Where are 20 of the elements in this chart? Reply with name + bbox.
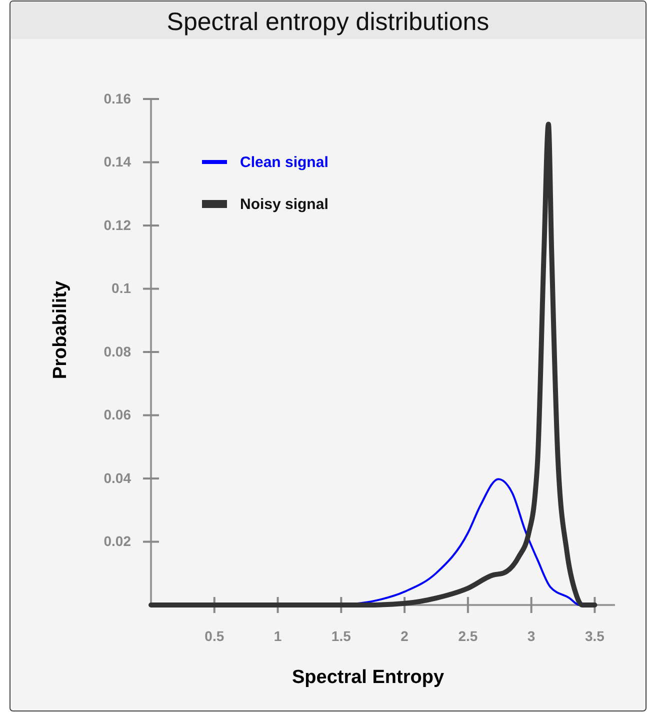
legend-label: Noisy signal [240,196,328,213]
y-tick-label: 0.02 [104,533,132,550]
legend-label: Clean signal [240,154,328,171]
x-tick-label: 0.5 [204,628,224,644]
chart-title: Spectral entropy distributions [166,8,490,36]
y-tick-label: 0.1 [112,280,132,296]
y-tick-label: 0.12 [104,216,132,233]
y-tick-label: 0.16 [104,90,132,106]
y-tick-label: 0.06 [104,406,132,423]
x-tick-label: 3.5 [584,628,605,644]
x-axis-title: Spectral Entropy [292,667,444,688]
x-tick-label: 3 [527,628,536,644]
x-tick-label: 2.5 [458,628,478,644]
x-tick-label: 1 [274,628,282,644]
y-tick-label: 0.08 [104,343,132,360]
y-tick-label: 0.14 [104,154,132,170]
x-tick-label: 1.5 [331,628,352,644]
x-tick-label: 2 [400,628,409,644]
y-axis-title: Probability [50,280,71,380]
y-tick-label: 0.04 [104,470,132,486]
